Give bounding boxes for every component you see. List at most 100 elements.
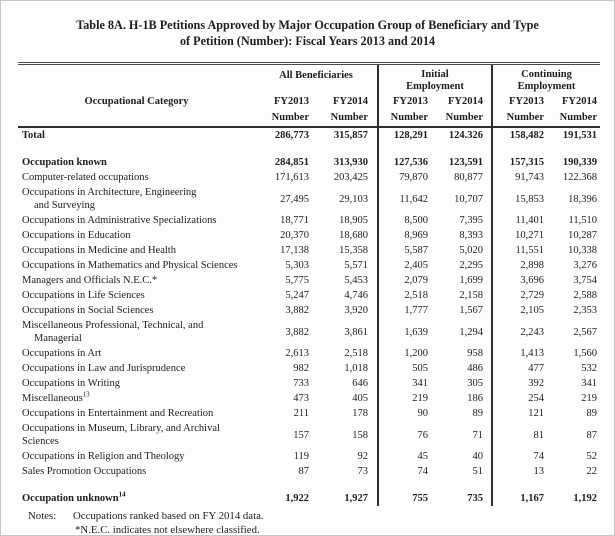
table-title-line2: of Petition (Number): Fiscal Years 2013 … xyxy=(179,34,436,49)
cell-value: 982 xyxy=(293,363,309,375)
occupation-label-text: Occupations in Administrative Specializa… xyxy=(22,215,217,227)
cell-value: 646 xyxy=(352,378,368,390)
cell-occupation-label: Managers and Officials N.E.C.* xyxy=(18,273,255,288)
cell-value: 10,707 xyxy=(454,193,483,205)
cell-occupation-label: Total xyxy=(18,127,255,143)
cell-value: 121 xyxy=(491,406,548,422)
occupation-label-text: Occupations in Education xyxy=(22,230,131,242)
cell-value: 1,699 xyxy=(459,275,483,287)
table-row: Occupations in Museum, Library, and Arch… xyxy=(18,421,600,450)
cell-value: 1,294 xyxy=(459,326,483,338)
cell-value: 124.326 xyxy=(448,130,483,142)
cell-value: 178 xyxy=(352,408,368,420)
spacer-cell xyxy=(18,143,255,155)
cell-value: 80,877 xyxy=(454,172,483,184)
column-group-all-beneficiaries: All Beneficiaries xyxy=(255,64,378,94)
occupation-label-line1: Occupations in Life Sciences xyxy=(22,289,251,302)
occupation-label-text: Miscellaneous xyxy=(22,393,83,405)
cell-value: 7,395 xyxy=(459,215,483,227)
cell-occupation-label: Miscellaneous Professional, Technical, a… xyxy=(18,318,255,346)
occupation-label-line1: Occupations in Medicine and Health xyxy=(22,244,251,257)
table-body: Total 286,773 315,857 128,291 124.326 158,482… xyxy=(18,127,600,507)
spacer-cell xyxy=(377,143,432,156)
notes-line1-row: Notes: Occupations ranked based on FY 201… xyxy=(28,510,615,523)
cell-value: 76 xyxy=(377,421,432,450)
cell-occupation-label: Occupations in Museum, Library, and Arch… xyxy=(18,421,255,449)
cell-value: 87 xyxy=(586,429,598,441)
occupation-label-line2: Managerial xyxy=(34,333,82,345)
header-fiscal-year-row: FY2013 FY2014 FY2013 FY2014 FY2013 FY201… xyxy=(18,94,600,110)
cell-value: 254 xyxy=(491,391,548,407)
notes-line1: Occupations ranked based on FY 2014 data… xyxy=(73,510,264,523)
petitions-table: Occupational Category All Beneficiaries … xyxy=(18,62,600,507)
occupation-label-text: Occupations in Social Sciences xyxy=(22,305,154,317)
table-row: Occupation known 284,851 313,930 127,536 123… xyxy=(18,155,600,171)
cell-value: 17,138 xyxy=(280,245,309,257)
cell-value: 5,303 xyxy=(285,260,309,272)
cell-value: 40 xyxy=(472,451,484,463)
cell-value: 79,870 xyxy=(377,170,432,186)
cell-value: 128,291 xyxy=(377,127,432,144)
occupation-label-line1: Miscellaneous13 xyxy=(22,391,251,405)
cell-occupation-label: Sales Promotion Occupations xyxy=(18,464,255,479)
group-label: Initial Employment xyxy=(406,69,464,93)
table-row: Occupations in Life Sciences 5,247 4,746 2,… xyxy=(18,288,600,304)
cell-occupation-label: Occupations in Entertainment and Recreat… xyxy=(18,406,255,421)
column-header-number: Number xyxy=(491,109,548,129)
spacer-cell xyxy=(491,143,548,156)
cell-value: 5,020 xyxy=(459,245,483,257)
cell-value: 89 xyxy=(586,408,598,420)
cell-value: 11,401 xyxy=(491,213,548,229)
cell-value: 157 xyxy=(293,429,309,441)
table-row: Managers and Officials N.E.C.* 5,775 5,453… xyxy=(18,273,600,289)
cell-value: 733 xyxy=(293,378,309,390)
cell-value: 81 xyxy=(491,421,548,450)
occupation-label-text: Managers and Officials N.E.C.* xyxy=(22,275,158,287)
cell-value: 1,167 xyxy=(491,491,548,507)
cell-value: 473 xyxy=(293,393,309,405)
cell-occupation-label: Miscellaneous13 xyxy=(18,391,255,406)
table-row: Occupations in Religion and Theology 119 9… xyxy=(18,449,600,465)
group-label: Continuing Employment xyxy=(517,69,576,93)
table-row: Occupations in Law and Jurisprudence 982 1… xyxy=(18,361,600,377)
cell-value: 3,696 xyxy=(491,273,548,289)
cell-value: 2,243 xyxy=(491,318,548,347)
table-row: Miscellaneous Professional, Technical, a… xyxy=(18,318,600,347)
cell-value: 5,587 xyxy=(377,243,432,259)
notes: Notes: Occupations ranked based on FY 201… xyxy=(28,510,615,536)
occupation-label-text: Occupations in Architecture, Engineering xyxy=(22,187,197,199)
cell-value: 341 xyxy=(581,378,597,390)
cell-value: 3,754 xyxy=(573,275,597,287)
cell-value: 1,777 xyxy=(377,303,432,319)
cell-value: 10,271 xyxy=(491,228,548,244)
occupation-label-line1: Occupations in Art xyxy=(22,347,251,360)
cell-value: 203,425 xyxy=(333,172,368,184)
cell-value: 1,018 xyxy=(344,363,368,375)
occupation-label-line1: Total xyxy=(22,129,251,142)
cell-occupation-label: Computer-related occupations xyxy=(18,170,255,185)
cell-value: 3,882 xyxy=(285,305,309,317)
cell-value: 4,746 xyxy=(344,290,368,302)
cell-value: 486 xyxy=(467,363,483,375)
spacer-cell xyxy=(255,479,315,491)
table-row: Occupations in Architecture, Engineering… xyxy=(18,185,600,214)
cell-value: 477 xyxy=(491,361,548,377)
occupation-label-line2: Sciences xyxy=(22,436,59,448)
table-row: Occupations in Art 2,613 2,518 1,200 958 1,41… xyxy=(18,346,600,362)
table-row: Total 286,773 315,857 128,291 124.326 158,482… xyxy=(18,127,600,144)
cell-value: 18,396 xyxy=(568,193,597,205)
column-header-fy2013: FY2013 xyxy=(274,96,309,108)
cell-value: 1,192 xyxy=(573,493,597,505)
cell-value: 5,247 xyxy=(285,290,309,302)
column-group-initial-employment: Initial Employment xyxy=(377,63,492,95)
cell-value: 211 xyxy=(293,408,309,420)
cell-occupation-label: Occupation known xyxy=(18,155,255,170)
cell-value: 1,560 xyxy=(573,348,597,360)
cell-value: 190,339 xyxy=(562,157,597,169)
table-row: Occupations in Administrative Specializa… xyxy=(18,213,600,229)
cell-value: 122.368 xyxy=(562,172,597,184)
cell-occupation-label: Occupations in Law and Jurisprudence xyxy=(18,361,255,376)
cell-value: 73 xyxy=(357,466,369,478)
spacer-cell xyxy=(432,143,492,155)
occupation-label-text: Occupation known xyxy=(22,157,107,169)
